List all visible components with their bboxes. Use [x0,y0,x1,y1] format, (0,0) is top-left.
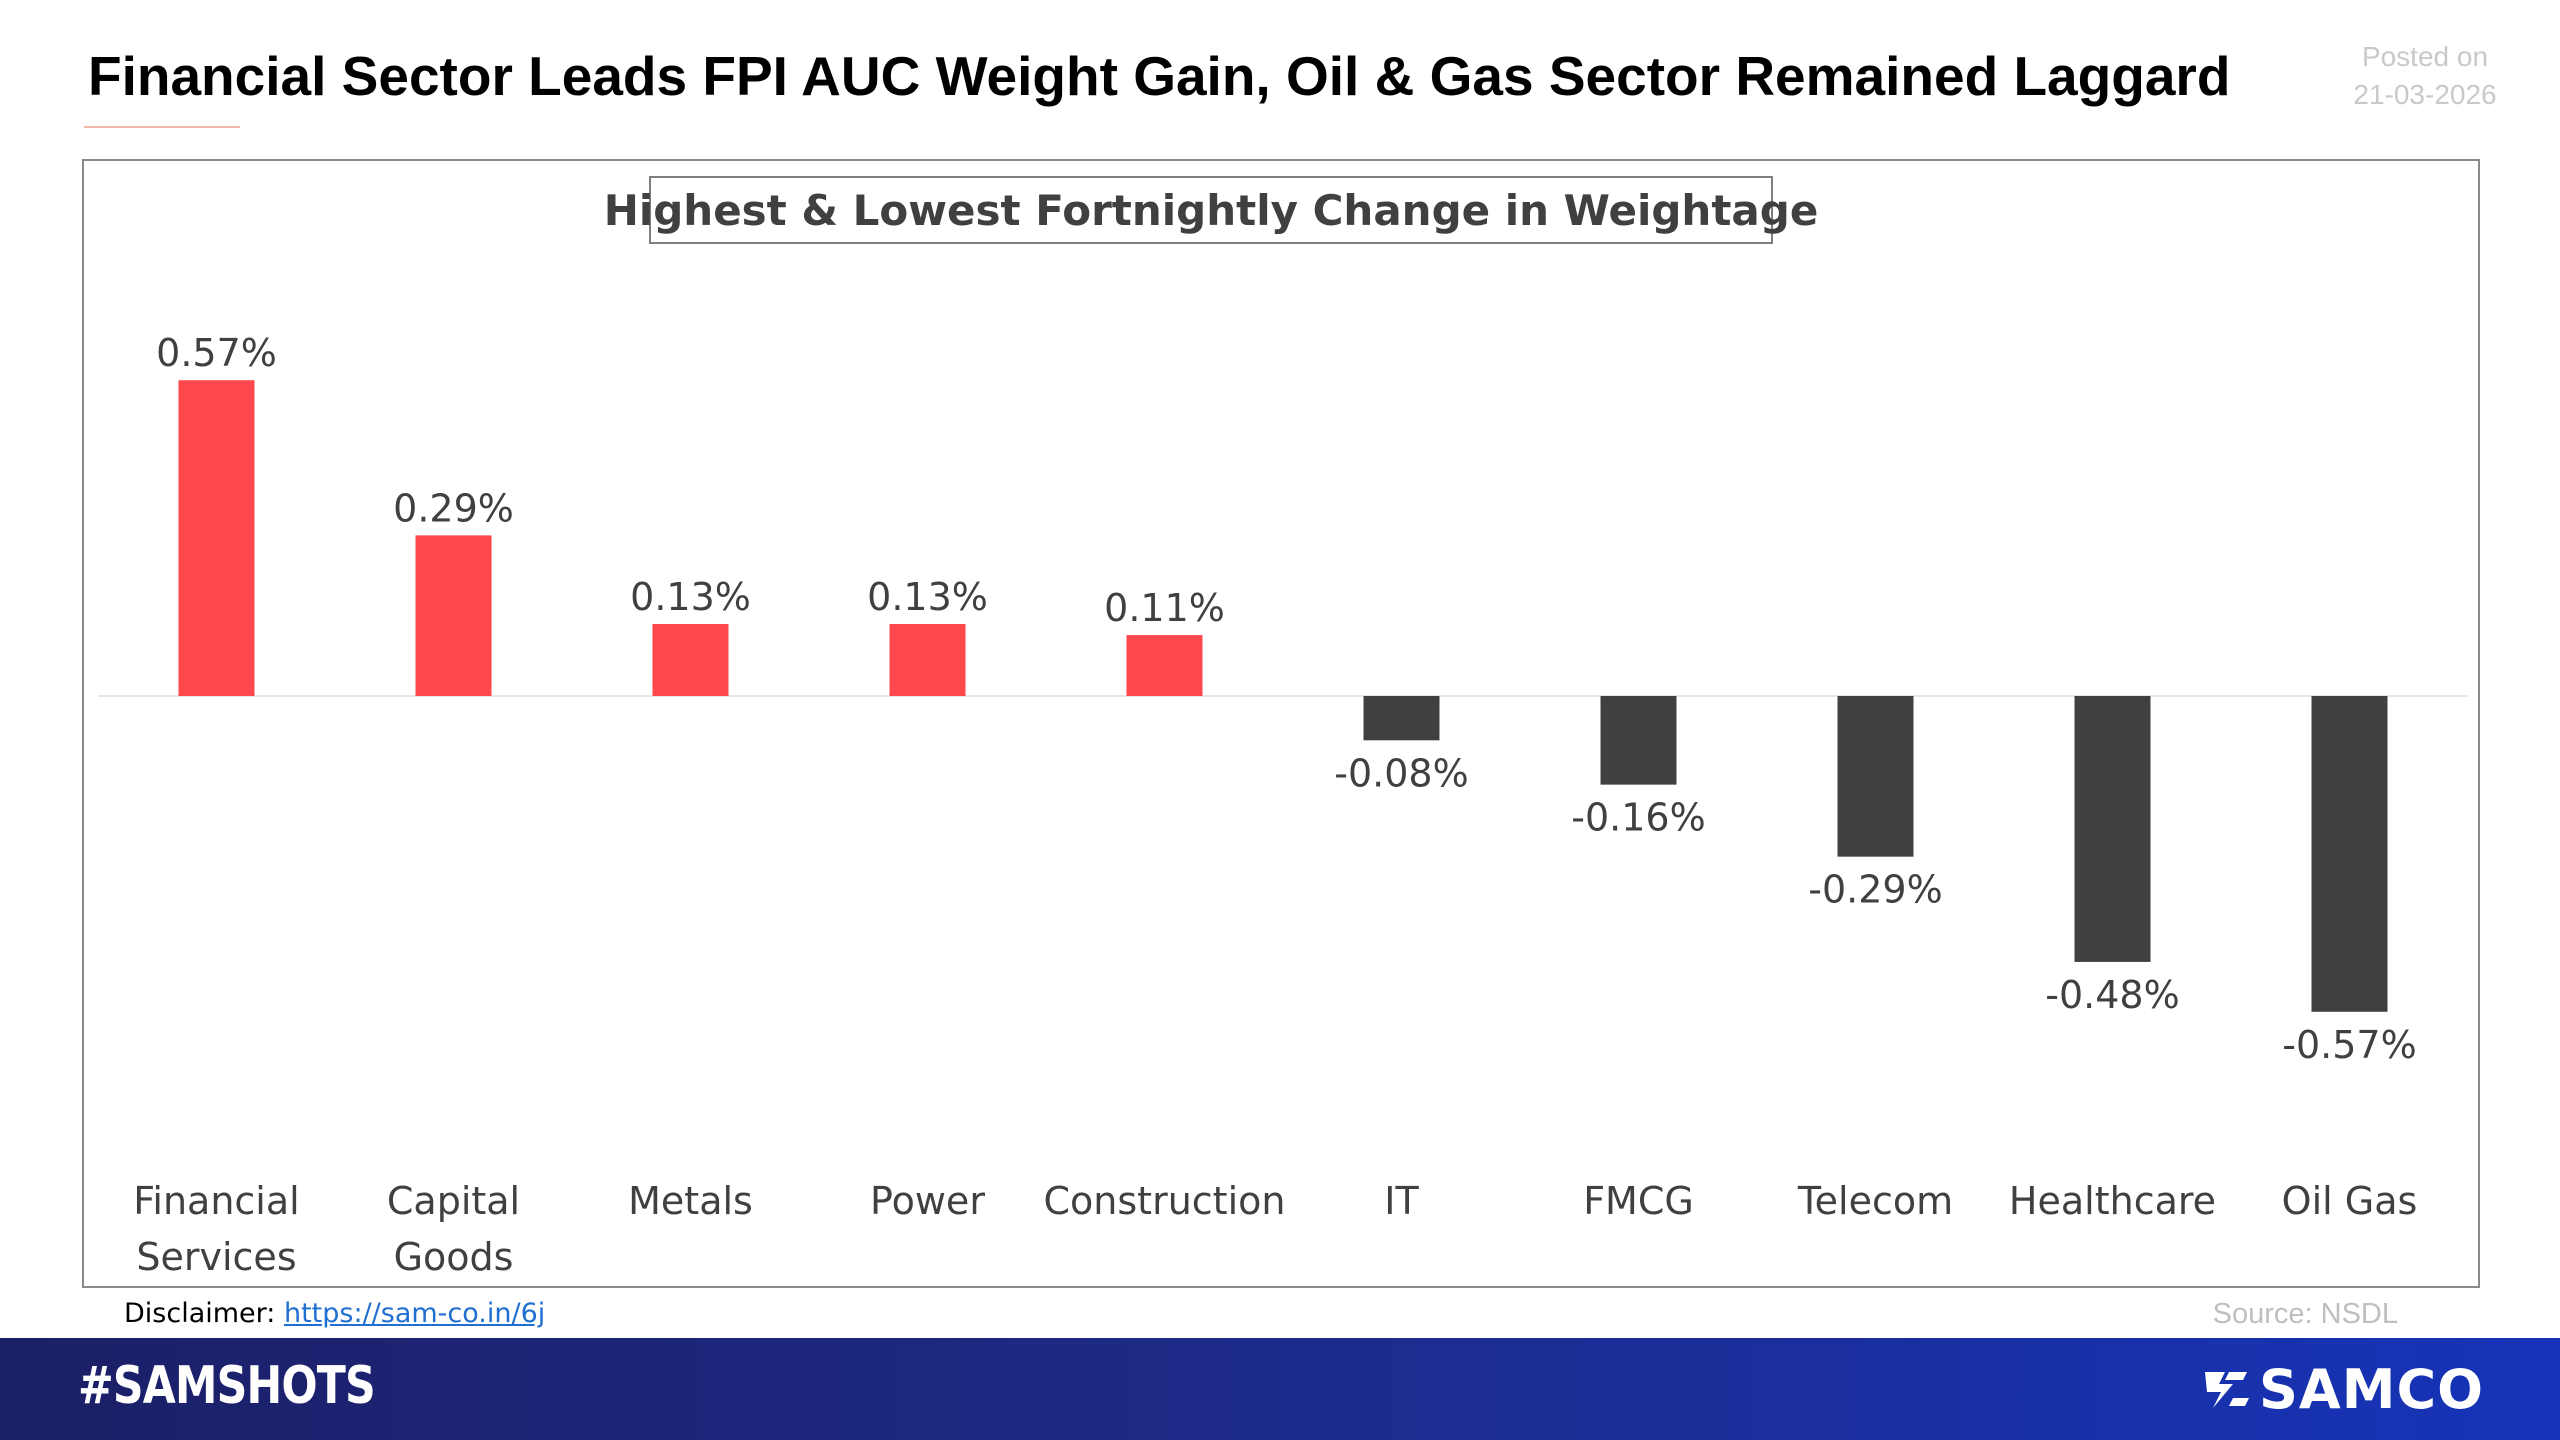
brand-logo: SAMCO [2199,1357,2484,1421]
bar-telecom [1837,696,1914,857]
data-label: 0.29% [393,486,514,530]
data-label: -0.16% [1571,796,1705,840]
data-label: 0.57% [156,331,277,375]
title-underline [84,126,240,128]
page-title: Financial Sector Leads FPI AUC Weight Ga… [88,45,2231,107]
bar-oil-gas [2311,696,2388,1012]
category-label: Telecom [1797,1179,1953,1223]
data-label: -0.57% [2282,1023,2416,1067]
category-label: Oil Gas [2282,1179,2418,1223]
data-label: -0.48% [2045,973,2179,1017]
category-label: Power [870,1179,985,1223]
footer-bar: #SAMSHOTS SAMCO [0,1338,2560,1440]
posted-date: Posted on 21-03-2026 [2315,38,2535,114]
bar-power [889,623,966,696]
chart-frame [82,159,2480,1288]
disclaimer: Disclaimer: https://sam-co.in/6j [124,1298,545,1329]
category-label: FMCG [1583,1179,1694,1223]
category-label: Metals [628,1179,753,1223]
data-label: 0.13% [867,575,988,619]
bar-capital-goods [415,535,492,696]
bar-construction [1126,635,1203,696]
bar-fmcg [1600,696,1677,785]
bar-healthcare [2074,696,2151,962]
samco-logo-icon [2205,1372,2250,1408]
category-label: Capital Goods [387,1179,520,1279]
category-label: Financial Services [133,1179,299,1279]
bar-metals [652,623,729,696]
category-label: Healthcare [2009,1179,2216,1223]
brand-name: SAMCO [2259,1357,2484,1421]
hashtag-label: #SAMSHOTS [78,1356,376,1416]
category-label: Construction [1044,1179,1286,1223]
source-note: Source: NSDL [2212,1298,2398,1330]
category-label: IT [1384,1179,1419,1223]
bar-it [1363,696,1440,741]
bar-financial-services [178,380,255,696]
disclaimer-label: Disclaimer: [124,1298,276,1329]
data-label: 0.13% [630,575,751,619]
data-label: -0.08% [1334,751,1468,795]
data-label: 0.11% [1104,586,1225,630]
data-label: -0.29% [1808,868,1942,912]
disclaimer-link[interactable]: https://sam-co.in/6j [283,1298,546,1329]
posted-date-value: 21-03-2026 [2353,79,2497,110]
chart-title: Highest & Lowest Fortnightly Change in W… [604,176,1818,244]
posted-label: Posted on [2361,41,2489,72]
